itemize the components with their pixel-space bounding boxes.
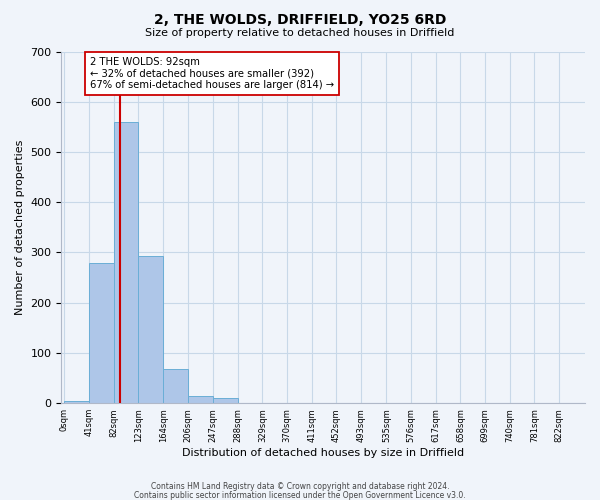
Text: Size of property relative to detached houses in Driffield: Size of property relative to detached ho… bbox=[145, 28, 455, 38]
Bar bbox=[114, 122, 139, 403]
Bar bbox=[89, 262, 114, 403]
X-axis label: Distribution of detached houses by size in Driffield: Distribution of detached houses by size … bbox=[182, 448, 464, 458]
Bar bbox=[139, 256, 163, 403]
Text: Contains HM Land Registry data © Crown copyright and database right 2024.: Contains HM Land Registry data © Crown c… bbox=[151, 482, 449, 491]
Y-axis label: Number of detached properties: Number of detached properties bbox=[15, 140, 25, 315]
Bar bbox=[213, 398, 238, 403]
Text: 2 THE WOLDS: 92sqm
← 32% of detached houses are smaller (392)
67% of semi-detach: 2 THE WOLDS: 92sqm ← 32% of detached hou… bbox=[90, 56, 334, 90]
Text: Contains public sector information licensed under the Open Government Licence v3: Contains public sector information licen… bbox=[134, 490, 466, 500]
Bar bbox=[64, 400, 89, 403]
Text: 2, THE WOLDS, DRIFFIELD, YO25 6RD: 2, THE WOLDS, DRIFFIELD, YO25 6RD bbox=[154, 12, 446, 26]
Bar bbox=[163, 369, 188, 403]
Bar bbox=[188, 396, 213, 403]
